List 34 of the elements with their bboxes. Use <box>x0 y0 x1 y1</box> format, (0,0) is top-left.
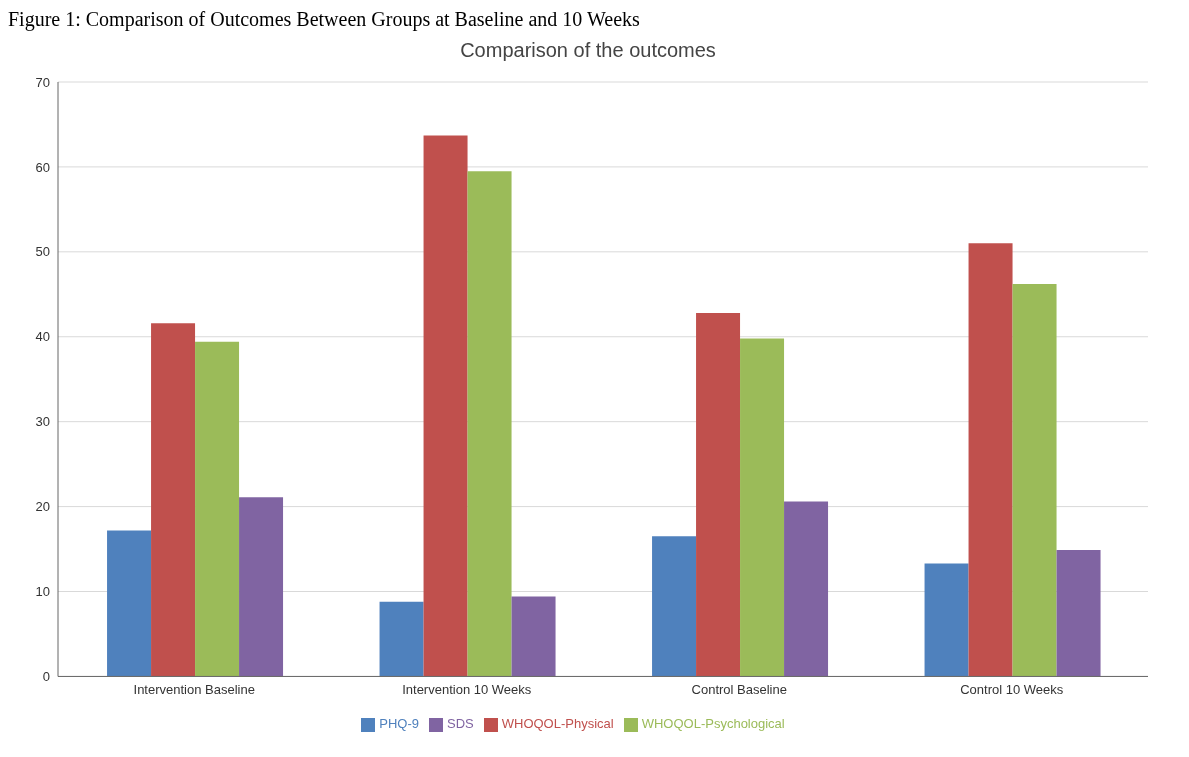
bar <box>379 601 424 677</box>
legend-label: WHOQOL-Physical <box>501 716 614 732</box>
chart-title: Figure 1: Comparison of Outcomes Between Groups at Baseline and 10 Weeks <box>8 8 641 31</box>
y-tick-label: 70 <box>35 74 50 90</box>
y-tick-label: 30 <box>35 414 50 430</box>
y-tick-label: 20 <box>35 499 50 515</box>
x-tick-label: Control 10 Weeks <box>960 681 1064 697</box>
legend-label: SDS <box>446 716 474 732</box>
legend-label: PHQ-9 <box>379 716 419 732</box>
bar <box>467 171 512 677</box>
y-tick-label: 60 <box>35 159 50 175</box>
chart-subtitle: Comparison of the outcomes <box>459 39 717 62</box>
bar <box>968 243 1013 677</box>
bar <box>511 596 556 677</box>
x-tick-label: Control Baseline <box>691 681 787 697</box>
bar <box>239 497 284 677</box>
bar <box>1056 549 1101 677</box>
y-tick-label: 0 <box>42 669 50 685</box>
y-tick-label: 10 <box>35 584 50 600</box>
x-tick-label: Intervention 10 Weeks <box>402 681 532 697</box>
y-tick-label: 40 <box>35 329 50 345</box>
bar <box>1012 284 1057 677</box>
bar <box>107 530 152 677</box>
bar <box>151 323 196 677</box>
bar <box>696 312 741 677</box>
y-tick-label: 50 <box>35 244 50 260</box>
legend-label: WHOQOL-Psychological <box>641 716 785 732</box>
bar <box>924 563 969 677</box>
bar <box>784 501 829 677</box>
x-tick-label: Intervention Baseline <box>133 681 255 697</box>
bar <box>195 341 240 677</box>
bar <box>423 135 468 677</box>
bar <box>740 338 785 677</box>
bar <box>652 536 697 677</box>
